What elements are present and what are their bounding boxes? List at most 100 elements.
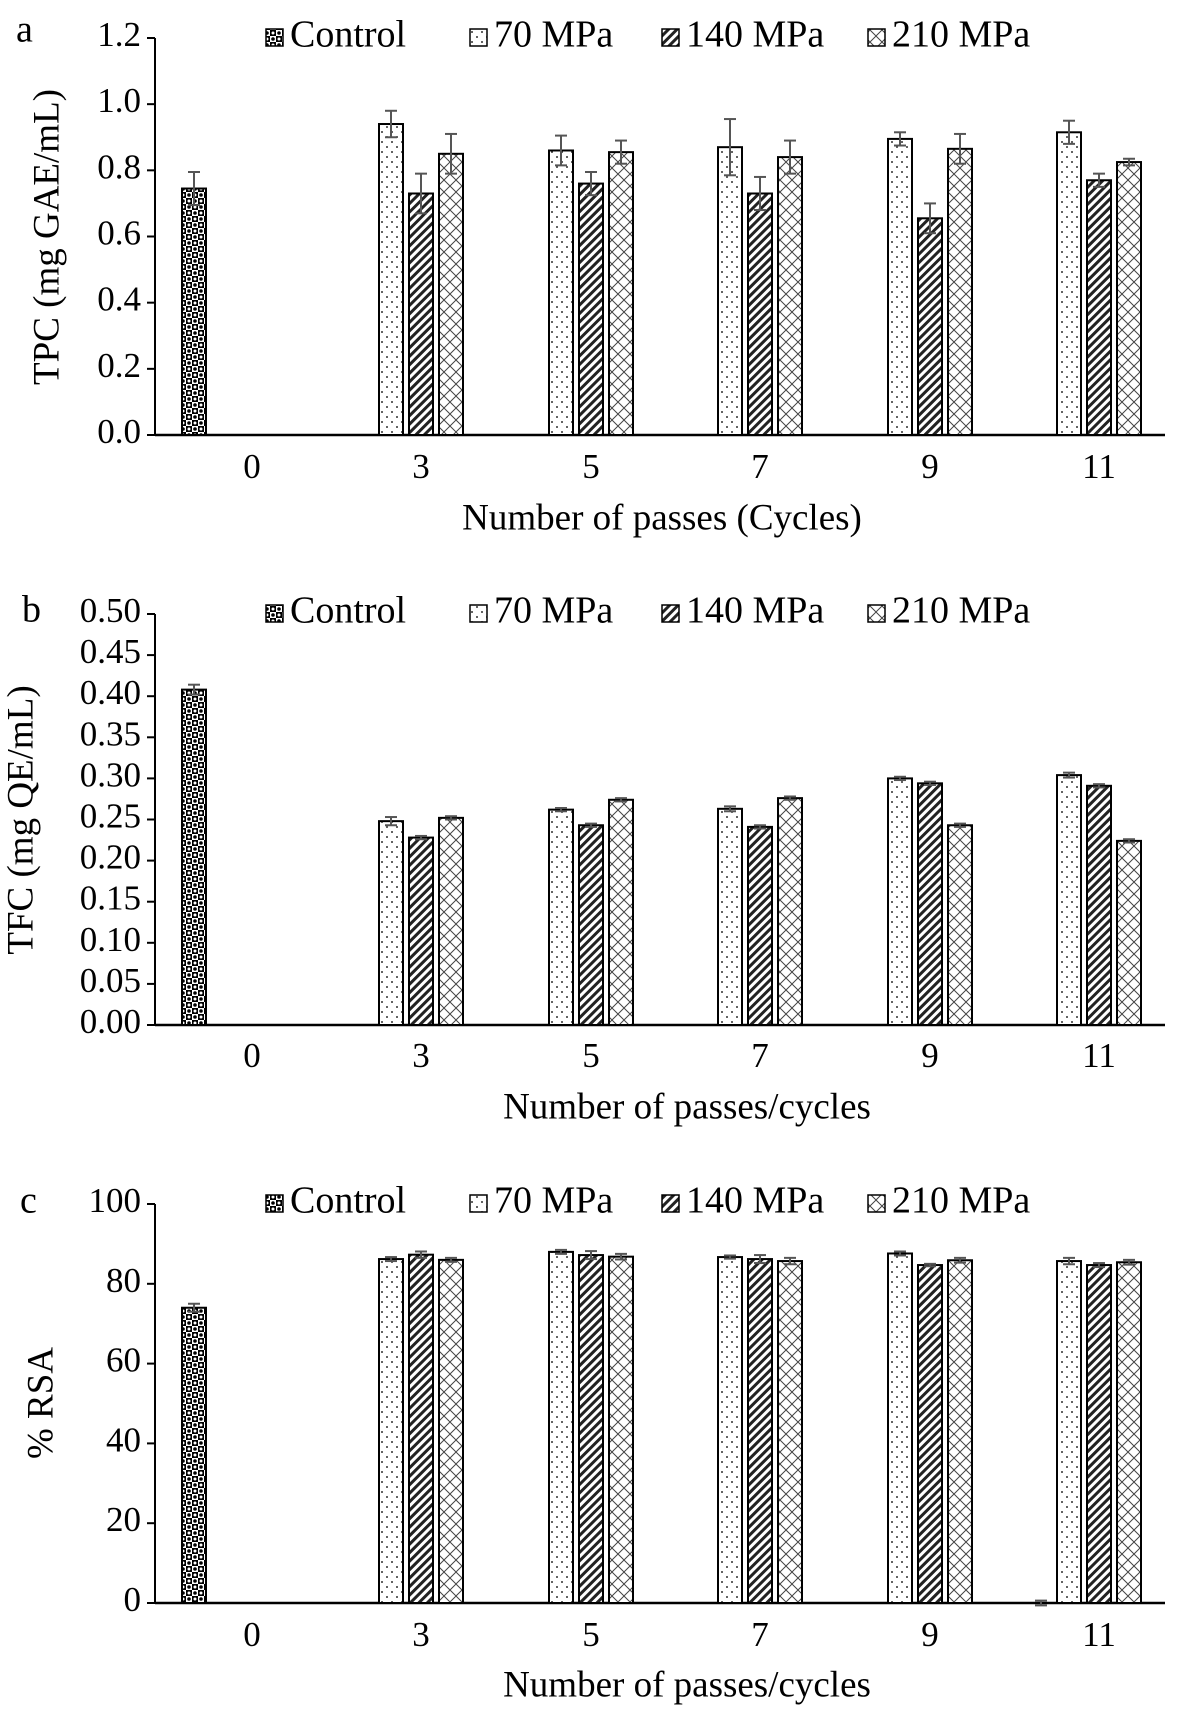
legend-swatch	[661, 604, 680, 623]
error-bar	[555, 134, 567, 167]
bar-140-mpa-5	[578, 824, 604, 1027]
error-bar	[555, 806, 567, 813]
legend-item: 70 MPa	[469, 590, 613, 632]
error-bar	[445, 815, 457, 821]
legend-item: 140 MPa	[661, 590, 824, 632]
legend-label: 140 MPa	[686, 1180, 824, 1222]
x-tick-label: 5	[582, 1036, 600, 1075]
legend-swatch	[265, 604, 284, 623]
bar-210-mpa-3	[438, 152, 464, 437]
error-bar	[784, 139, 796, 175]
y-tick-label: 0.20	[80, 838, 141, 877]
y-tick-label: 0.10	[80, 920, 141, 959]
error-bar	[1093, 172, 1105, 188]
bar-70-mpa-7	[717, 1256, 743, 1605]
legend-swatch	[265, 28, 284, 47]
bar-70-mpa-7	[717, 807, 743, 1027]
legend-label: Control	[290, 14, 406, 56]
y-axis-title: TPC (mg GAE/mL)	[26, 89, 67, 385]
error-bar	[954, 1256, 966, 1264]
legend-item: 210 MPa	[867, 1180, 1030, 1222]
bar-70-mpa-9	[887, 777, 913, 1027]
bar-210-mpa-9	[947, 824, 973, 1027]
bar-control-0	[181, 688, 207, 1027]
error-bar	[585, 822, 597, 828]
error-bar	[415, 172, 427, 215]
legend-swatch	[265, 1194, 284, 1213]
bar-70-mpa-9	[887, 1252, 913, 1604]
error-bar	[724, 805, 736, 813]
error-bar	[754, 824, 766, 830]
bar-140-mpa-11	[1086, 784, 1112, 1026]
bar-210-mpa-7	[777, 797, 803, 1026]
legend-label: 70 MPa	[494, 14, 613, 56]
bar-70-mpa-3	[378, 1258, 404, 1604]
legend-swatch	[661, 28, 680, 47]
y-tick-label: 100	[89, 1181, 142, 1220]
legend-item: 70 MPa	[469, 14, 613, 56]
bar-140-mpa-7	[747, 825, 773, 1027]
y-axis-title: % RSA	[20, 1347, 61, 1459]
y-tick-label: 60	[106, 1341, 141, 1380]
legend-swatch	[469, 28, 488, 47]
legend-label: Control	[290, 590, 406, 632]
y-tick-label: 0.30	[80, 755, 141, 794]
error-bar	[894, 775, 906, 782]
x-tick-label: 0	[243, 447, 261, 486]
bar-70-mpa-5	[548, 808, 574, 1026]
y-tick-label: 0.50	[80, 591, 141, 630]
bar-210-mpa-11	[1116, 1261, 1142, 1605]
panel-b: b 0.000.050.100.150.200.250.300.350.400.4…	[0, 589, 1165, 1127]
x-tick-label: 7	[751, 447, 769, 486]
bar-140-mpa-9	[917, 1264, 943, 1604]
y-tick-label: 0.2	[97, 346, 141, 385]
legend-item: 70 MPa	[469, 1180, 613, 1222]
bar-140-mpa-7	[747, 192, 773, 436]
error-bar	[784, 795, 796, 801]
legend-item: 140 MPa	[661, 14, 824, 56]
panel-c: c 0 20 40 60 80 100 0 3 5 7 9 11 Number of passes/cyc…	[20, 1180, 1165, 1705]
error-bar	[615, 139, 627, 165]
y-tick-label: 0	[124, 1580, 142, 1619]
x-axis-title: Number of passes (Cycles)	[462, 497, 862, 538]
legend-label: Control	[290, 1180, 406, 1222]
y-tick-label: 0.6	[97, 214, 141, 253]
error-bar	[615, 797, 627, 803]
x-axis-title: Number of passes/cycles	[503, 1664, 871, 1705]
error-bar	[188, 683, 200, 696]
bar-control-0	[181, 187, 207, 436]
bar-210-mpa-5	[608, 151, 634, 436]
bar-140-mpa-9	[917, 217, 943, 436]
bar-210-mpa-3	[438, 816, 464, 1027]
x-tick-label: 9	[921, 1615, 939, 1654]
error-bar	[615, 1252, 627, 1261]
bar-70-mpa-11	[1056, 774, 1082, 1026]
bar-210-mpa-9	[947, 147, 973, 436]
error-bar	[724, 118, 736, 177]
y-tick-label: 0.00	[80, 1002, 141, 1041]
legend-label: 140 MPa	[686, 14, 824, 56]
bar-control-0	[181, 1306, 207, 1604]
x-tick-label: 5	[582, 447, 600, 486]
bar-70-mpa-5	[548, 1250, 574, 1604]
legend-label: 210 MPa	[892, 14, 1030, 56]
legend-swatch	[469, 1194, 488, 1213]
bar-210-mpa-7	[777, 1260, 803, 1604]
y-tick-label: 0.35	[80, 714, 141, 753]
bar-210-mpa-5	[608, 1255, 634, 1604]
legend-item: Control	[265, 1180, 406, 1222]
error-bar	[1035, 1599, 1047, 1607]
bar-210-mpa-9	[947, 1259, 973, 1605]
bar-140-mpa-3	[408, 836, 434, 1026]
bar-140-mpa-11	[1086, 179, 1112, 436]
error-bar	[385, 816, 397, 827]
legend-item: Control	[265, 14, 406, 56]
legend-swatch	[867, 604, 886, 623]
panel-label: a	[16, 9, 33, 51]
legend-item: 210 MPa	[867, 590, 1030, 632]
y-tick-label: 1.0	[97, 81, 141, 120]
x-tick-label: 11	[1082, 447, 1116, 486]
bar-210-mpa-11	[1116, 839, 1142, 1027]
y-tick-label: 0.4	[97, 280, 141, 319]
error-bar	[954, 822, 966, 828]
